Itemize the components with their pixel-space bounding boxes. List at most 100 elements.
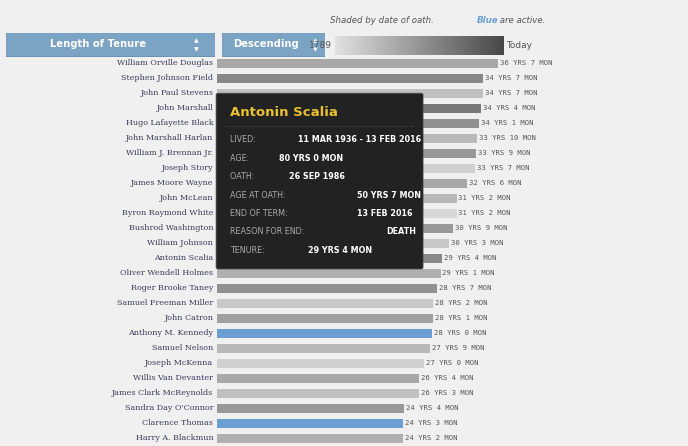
Text: 24 YRS 2 MON: 24 YRS 2 MON bbox=[405, 435, 457, 442]
Text: 26 YRS 4 MON: 26 YRS 4 MON bbox=[421, 376, 474, 381]
Text: Bushrod Washington: Bushrod Washington bbox=[129, 224, 213, 232]
Text: 24 YRS 3 MON: 24 YRS 3 MON bbox=[405, 421, 458, 426]
Bar bbox=[217, 419, 403, 428]
Bar bbox=[217, 344, 430, 353]
Text: 11 MAR 1936 - 13 FEB 2016: 11 MAR 1936 - 13 FEB 2016 bbox=[299, 135, 422, 144]
Text: Joseph McKenna: Joseph McKenna bbox=[145, 359, 213, 368]
Text: TENURE:: TENURE: bbox=[230, 246, 268, 255]
Bar bbox=[217, 134, 477, 143]
Text: LIVED:: LIVED: bbox=[230, 135, 259, 144]
Bar bbox=[217, 314, 433, 323]
Bar bbox=[217, 299, 433, 308]
Bar bbox=[217, 269, 440, 278]
Bar bbox=[217, 119, 479, 128]
FancyBboxPatch shape bbox=[216, 93, 423, 269]
Text: Sandra Day O'Connor: Sandra Day O'Connor bbox=[125, 405, 213, 413]
Bar bbox=[217, 224, 453, 233]
Bar bbox=[217, 149, 476, 158]
Bar bbox=[217, 329, 432, 338]
FancyBboxPatch shape bbox=[0, 33, 222, 57]
Text: DEATH: DEATH bbox=[386, 227, 416, 236]
Bar bbox=[217, 209, 457, 218]
Text: 28 YRS 0 MON: 28 YRS 0 MON bbox=[434, 330, 486, 336]
Text: 24 YRS 4 MON: 24 YRS 4 MON bbox=[406, 405, 458, 412]
Text: Stephen Johnson Field: Stephen Johnson Field bbox=[121, 74, 213, 82]
Text: 1789: 1789 bbox=[309, 41, 332, 50]
Bar bbox=[217, 239, 449, 248]
Text: 29 YRS 1 MON: 29 YRS 1 MON bbox=[442, 270, 495, 277]
Text: 31 YRS 2 MON: 31 YRS 2 MON bbox=[458, 211, 511, 216]
Text: 33 YRS 9 MON: 33 YRS 9 MON bbox=[478, 150, 531, 156]
Text: John Marshall Harlan: John Marshall Harlan bbox=[126, 134, 213, 142]
Bar bbox=[217, 194, 457, 203]
Text: ▼: ▼ bbox=[313, 47, 317, 52]
Bar bbox=[217, 404, 404, 413]
Text: 32 YRS 6 MON: 32 YRS 6 MON bbox=[469, 180, 522, 186]
Text: 28 YRS 2 MON: 28 YRS 2 MON bbox=[436, 301, 488, 306]
Bar bbox=[217, 389, 419, 398]
Bar bbox=[217, 103, 481, 113]
Text: 34 YRS 7 MON: 34 YRS 7 MON bbox=[485, 75, 537, 81]
Text: 80 YRS 0 MON: 80 YRS 0 MON bbox=[279, 154, 343, 163]
Text: 33 YRS 10 MON: 33 YRS 10 MON bbox=[479, 135, 536, 141]
Text: 27 YRS 9 MON: 27 YRS 9 MON bbox=[432, 346, 484, 351]
Text: Blue: Blue bbox=[477, 16, 498, 25]
Bar bbox=[217, 284, 437, 293]
Text: ▲: ▲ bbox=[194, 39, 199, 44]
Bar bbox=[217, 58, 498, 68]
Text: William Orville Douglas: William Orville Douglas bbox=[117, 59, 213, 67]
Bar bbox=[217, 254, 442, 263]
Text: John Paul Stevens: John Paul Stevens bbox=[140, 89, 213, 97]
Text: are active.: are active. bbox=[497, 16, 545, 25]
Text: 34 YRS 1 MON: 34 YRS 1 MON bbox=[481, 120, 533, 126]
Text: Antonin Scalia: Antonin Scalia bbox=[230, 106, 338, 119]
Text: 29 YRS 4 MON: 29 YRS 4 MON bbox=[308, 246, 372, 255]
Text: 26 YRS 3 MON: 26 YRS 3 MON bbox=[420, 390, 473, 396]
Text: REASON FOR END:: REASON FOR END: bbox=[230, 227, 307, 236]
Text: Samuel Nelson: Samuel Nelson bbox=[152, 344, 213, 352]
Text: Clarence Thomas: Clarence Thomas bbox=[142, 420, 213, 427]
Text: Anthony M. Kennedy: Anthony M. Kennedy bbox=[128, 330, 213, 338]
Text: John Catron: John Catron bbox=[164, 314, 213, 322]
Bar bbox=[217, 434, 402, 443]
Text: Willis Van Devanter: Willis Van Devanter bbox=[133, 375, 213, 383]
Text: 50 YRS 7 MON: 50 YRS 7 MON bbox=[357, 190, 421, 199]
FancyBboxPatch shape bbox=[219, 33, 329, 57]
Text: 31 YRS 2 MON: 31 YRS 2 MON bbox=[458, 195, 511, 201]
Bar bbox=[217, 374, 420, 383]
Text: James Moore Wayne: James Moore Wayne bbox=[131, 179, 213, 187]
Text: Oliver Wendell Holmes: Oliver Wendell Holmes bbox=[120, 269, 213, 277]
Text: Joseph Story: Joseph Story bbox=[162, 164, 213, 172]
Text: Roger Brooke Taney: Roger Brooke Taney bbox=[131, 285, 213, 293]
Text: William J. Brennan Jr.: William J. Brennan Jr. bbox=[126, 149, 213, 157]
Bar bbox=[217, 74, 483, 83]
Text: William Johnson: William Johnson bbox=[147, 240, 213, 248]
Text: 27 YRS 0 MON: 27 YRS 0 MON bbox=[427, 360, 479, 367]
Text: 29 YRS 4 MON: 29 YRS 4 MON bbox=[444, 256, 497, 261]
Bar bbox=[217, 89, 483, 98]
Text: Byron Raymond White: Byron Raymond White bbox=[122, 209, 213, 217]
Text: 34 YRS 4 MON: 34 YRS 4 MON bbox=[483, 105, 535, 112]
Text: 13 FEB 2016: 13 FEB 2016 bbox=[357, 209, 412, 218]
Text: Samuel Freeman Miller: Samuel Freeman Miller bbox=[117, 299, 213, 307]
Bar bbox=[217, 179, 466, 188]
Text: Today: Today bbox=[506, 41, 533, 50]
Text: Antonin Scalia: Antonin Scalia bbox=[154, 254, 213, 262]
Text: AGE:: AGE: bbox=[230, 154, 252, 163]
Text: John McLean: John McLean bbox=[160, 194, 213, 202]
Text: 30 YRS 9 MON: 30 YRS 9 MON bbox=[455, 225, 508, 231]
Text: 26 SEP 1986: 26 SEP 1986 bbox=[289, 172, 345, 181]
Text: 36 YRS 7 MON: 36 YRS 7 MON bbox=[500, 60, 552, 66]
Text: ▼: ▼ bbox=[194, 47, 199, 52]
Text: John Marshall: John Marshall bbox=[156, 104, 213, 112]
Text: Shaded by date of oath.: Shaded by date of oath. bbox=[330, 16, 437, 25]
Text: 28 YRS 1 MON: 28 YRS 1 MON bbox=[435, 315, 487, 322]
Text: Descending: Descending bbox=[233, 39, 299, 50]
Text: 28 YRS 7 MON: 28 YRS 7 MON bbox=[438, 285, 491, 291]
Bar bbox=[217, 164, 475, 173]
Text: END OF TERM:: END OF TERM: bbox=[230, 209, 290, 218]
Text: OATH:: OATH: bbox=[230, 172, 257, 181]
Text: James Clark McReynolds: James Clark McReynolds bbox=[112, 389, 213, 397]
Text: Harry A. Blackmun: Harry A. Blackmun bbox=[136, 434, 213, 442]
Text: ▲: ▲ bbox=[313, 39, 317, 44]
